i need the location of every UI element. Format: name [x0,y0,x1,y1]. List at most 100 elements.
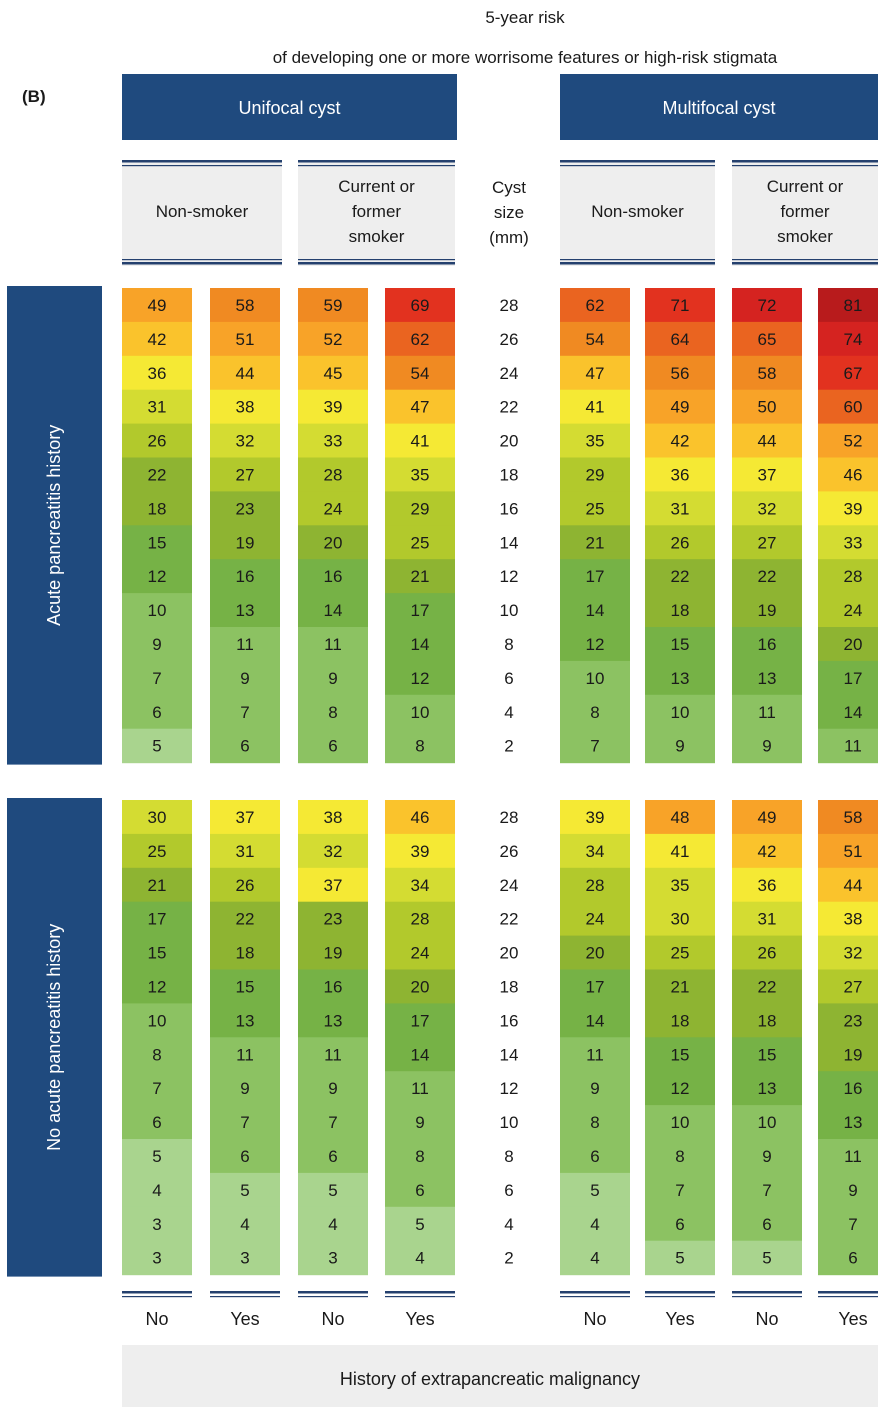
smoking-header-label: Current or former smoker [338,177,415,246]
heatmap-cell [818,321,878,357]
cell-value: 34 [411,876,430,895]
cell-value: 27 [844,977,863,996]
heatmap-cell [732,389,802,425]
heatmap-cell [645,627,715,662]
heatmap-cell [122,1172,192,1208]
heatmap-cell [298,457,368,492]
heatmap-cell [560,593,630,628]
heatmap-cell [645,288,715,323]
cyst-size-tick: 28 [500,296,519,315]
cell-value: 49 [148,296,167,315]
smoking-header-rule-top-thin [298,165,455,167]
cell-value: 37 [758,465,777,484]
malignancy-label: No [321,1309,344,1329]
smoking-header-rule-top [122,160,282,163]
heatmap-cell [732,525,802,560]
cell-value: 18 [758,1011,777,1030]
cell-value: 32 [324,842,343,861]
cell-value: 10 [411,703,430,722]
heatmap-cell [385,1037,455,1072]
heatmap-cell [818,1240,878,1276]
heatmap-cell [818,593,878,628]
heatmap-cell [645,321,715,357]
chart-subtitle: of developing one or more worrisome feat… [273,48,778,67]
heatmap-cell [210,321,280,357]
heatmap-cell [732,800,802,835]
heatmap-cell [732,1105,802,1140]
cyst-size-tick: 26 [500,330,519,349]
cell-value: 8 [152,1045,161,1064]
cell-value: 6 [762,1215,771,1234]
cell-value: 6 [152,1113,161,1132]
heatmap-cell [818,800,878,835]
panel-row-label: No acute pancreatitis history [44,924,64,1151]
cyst-size-tick: 6 [504,669,513,688]
cyst-size-tick: 16 [500,1011,519,1030]
malignancy-label: No [583,1309,606,1329]
malignancy-label: Yes [665,1309,694,1329]
heatmap-cell [818,491,878,526]
malignancy-label: No [755,1309,778,1329]
cell-value: 23 [236,499,255,518]
cyst-size-tick: 12 [500,567,519,586]
heatmap-cell [210,728,280,764]
cell-value: 14 [586,601,605,620]
chart-title: 5-year risk [485,8,565,27]
malignancy-rule [560,1291,630,1294]
cell-value: 32 [758,499,777,518]
cell-value: 5 [328,1181,337,1200]
cell-value: 8 [328,703,337,722]
cell-value: 11 [324,1045,342,1064]
cell-value: 21 [148,876,167,895]
cell-value: 17 [844,669,863,688]
cell-value: 48 [671,808,690,827]
cyst-size-tick: 26 [500,842,519,861]
heatmap-cell [122,389,192,425]
cell-value: 12 [148,977,167,996]
cell-value: 9 [762,737,771,756]
heatmap-cell [298,559,368,594]
heatmap-cell [818,423,878,459]
heatmap-cell [210,491,280,526]
heatmap-cell [645,694,715,730]
cell-value: 17 [586,567,605,586]
cell-value: 51 [844,842,863,861]
heatmap-cell [645,1071,715,1106]
heatmap-cell [645,660,715,696]
heatmap-cell [122,559,192,594]
cell-value: 65 [758,330,777,349]
cell-value: 11 [758,703,776,722]
cell-value: 5 [415,1215,424,1234]
heatmap-cell [210,1206,280,1242]
cell-value: 62 [411,330,430,349]
heatmap-cell [385,660,455,696]
heatmap-cell [385,457,455,492]
heatmap-cell [385,321,455,357]
cell-value: 21 [586,533,605,552]
cell-value: 15 [236,977,255,996]
cyst-size-tick: 14 [500,1045,519,1064]
cell-value: 60 [844,398,863,417]
heatmap-cell [122,1240,192,1276]
heatmap-cell [732,491,802,526]
heatmap-cell [818,1139,878,1174]
cyst-header-label: Unifocal cyst [238,98,340,118]
cell-value: 6 [675,1215,684,1234]
cell-value: 10 [586,669,605,688]
cell-value: 6 [590,1147,599,1166]
cell-value: 37 [324,876,343,895]
cell-value: 5 [240,1181,249,1200]
cell-value: 34 [586,842,605,861]
malignancy-rule-thin [645,1296,715,1298]
heatmap-cell [122,1105,192,1140]
malignancy-rule-thin [210,1296,280,1298]
cell-value: 51 [236,330,255,349]
cell-value: 12 [671,1079,690,1098]
cell-value: 17 [411,601,430,620]
heatmap-cell [732,593,802,628]
cell-value: 13 [324,1011,343,1030]
cell-value: 11 [324,635,342,654]
cell-value: 11 [844,1147,862,1166]
heatmap-cell [560,1139,630,1174]
cell-value: 15 [671,1045,690,1064]
